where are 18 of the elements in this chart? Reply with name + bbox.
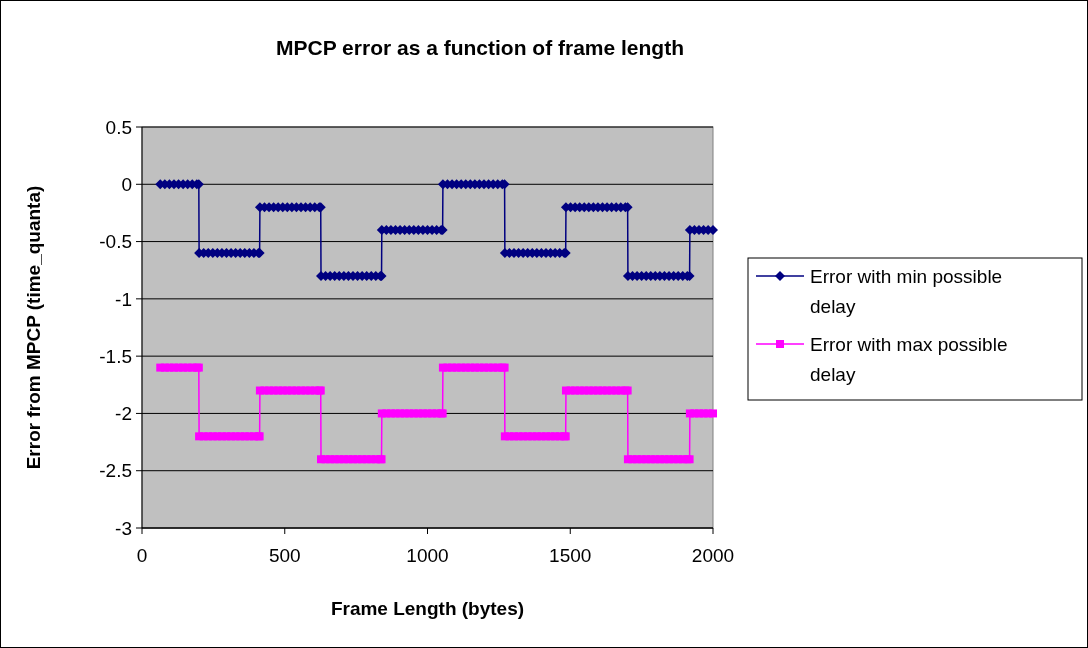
x-tick-label: 2000: [691, 545, 735, 566]
y-tick-label: -1.5: [99, 345, 132, 367]
legend-label: Error with min possible delay: [810, 265, 1003, 317]
y-tick-label: 0.5: [105, 116, 132, 138]
x-tick-label: 500: [268, 545, 301, 566]
y-tick-label: -0.5: [99, 231, 132, 253]
chart-title: MPCP error as a function of frame length: [275, 36, 685, 59]
x-tick-label: 1000: [406, 545, 449, 566]
y-tick-label: -2.5: [99, 460, 132, 482]
y-axis-title: Error from MPCP (time_quanta): [23, 185, 44, 470]
y-tick-label: 0: [121, 173, 132, 195]
y-tick-label: -1: [115, 288, 132, 310]
x-tick-label: 1500: [549, 545, 592, 566]
x-tick-label: 0: [136, 545, 148, 566]
legend-label: Error with max possible delay: [810, 333, 1008, 385]
x-axis-title: Frame Length (bytes): [330, 598, 525, 619]
y-tick-label: -3: [115, 517, 132, 539]
y-tick-label: -2: [115, 403, 132, 425]
